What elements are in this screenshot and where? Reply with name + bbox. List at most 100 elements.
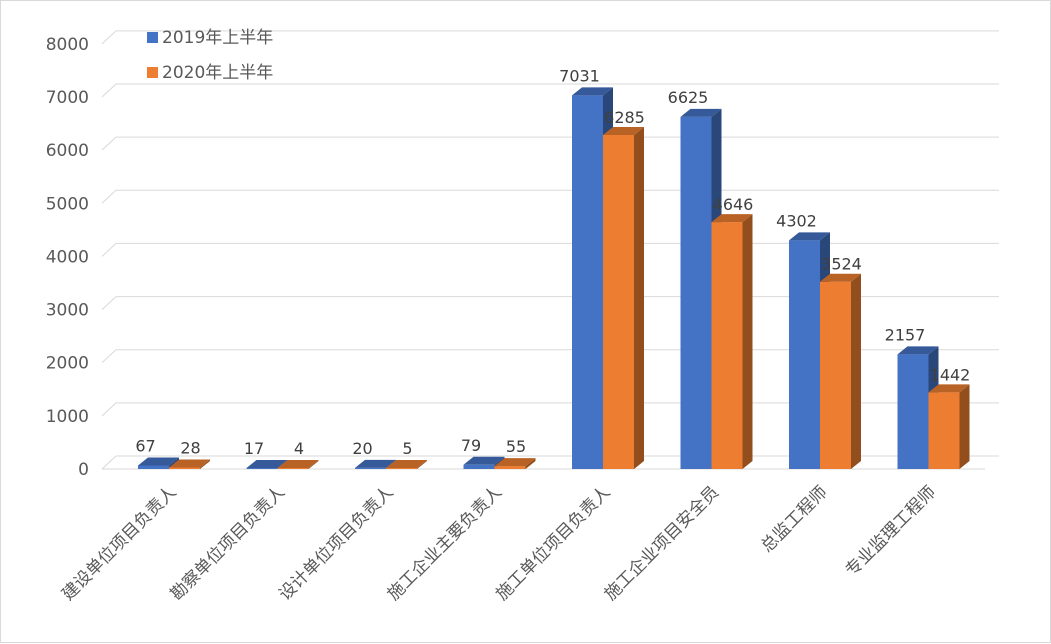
data-label: 20 [352, 439, 372, 458]
bar-front [138, 465, 169, 469]
data-label: 4 [294, 439, 304, 458]
x-tick-label: 勘察单位项目负责人 [167, 482, 289, 604]
y-tick-label: 3000 [46, 301, 89, 321]
bar [169, 459, 210, 469]
bar-side [634, 126, 644, 470]
x-tick-label: 建设单位项目负责人 [58, 482, 180, 604]
bar-front [355, 467, 386, 469]
bar-top [820, 273, 861, 282]
bar-front [463, 464, 495, 469]
gridline-side [101, 189, 117, 204]
data-label: 1442 [930, 365, 971, 384]
y-tick-label: 6000 [46, 141, 89, 161]
x-tick-label: 施工企业主要负责人 [384, 482, 506, 604]
gridline-side [101, 83, 117, 98]
gridline-side [101, 136, 117, 151]
gridline-side [101, 349, 117, 364]
legend-swatch [147, 32, 158, 43]
bar-top [711, 214, 753, 223]
bar-top [169, 459, 210, 468]
gridline-side [101, 455, 117, 470]
bar-top [897, 346, 939, 355]
x-axis-categories: 建设单位项目负责人勘察单位项目负责人设计单位项目负责人施工企业主要负责人施工单位… [58, 482, 940, 604]
gridline-side [101, 30, 117, 45]
data-label: 7031 [559, 66, 600, 85]
bar [928, 384, 970, 469]
data-labels: 67 28 17 4 20 5 79 55 7031 6285 6625 4646 4302 3524 21… [135, 66, 970, 458]
bar-top [680, 108, 722, 117]
x-tick-label: 施工单位项目负责人 [492, 482, 614, 604]
bar-top [386, 460, 427, 468]
bar [494, 458, 536, 469]
gridline-side [101, 402, 117, 417]
bar-front [169, 467, 200, 469]
bar-side [200, 459, 210, 469]
y-tick-label: 7000 [46, 88, 89, 108]
bar-front [711, 222, 743, 469]
y-tick-label: 4000 [46, 247, 89, 267]
data-label: 79 [461, 436, 481, 455]
bar-front [680, 116, 712, 469]
bar-top [355, 459, 396, 468]
bar-top [463, 456, 505, 465]
bar-side [525, 458, 536, 469]
x-tick-label: 设计单位项目负责人 [275, 482, 397, 604]
bar-front [789, 240, 820, 469]
bar-side [742, 214, 753, 469]
data-label: 55 [506, 437, 526, 456]
gridline-side [101, 243, 117, 257]
data-label: 6285 [604, 108, 645, 127]
y-tick-label: 5000 [46, 194, 89, 214]
bar [386, 460, 427, 469]
data-label: 4646 [713, 195, 754, 214]
bar [277, 460, 319, 469]
bar-top [138, 457, 179, 466]
x-tick-label: 专业监理工程师 [842, 482, 940, 580]
x-tick-label: 施工企业项目安全员 [601, 482, 723, 604]
data-label: 28 [180, 439, 200, 458]
data-label: 5 [402, 439, 412, 458]
data-label: 2157 [885, 325, 926, 344]
legend-label: 2020年上半年 [162, 63, 273, 83]
bar-front [277, 468, 309, 469]
data-label: 4302 [776, 211, 817, 230]
y-tick-label: 8000 [46, 35, 89, 55]
y-tick-label: 2000 [46, 354, 89, 374]
bar-front [494, 466, 526, 469]
bar-front [603, 134, 634, 470]
data-label: 17 [244, 439, 264, 458]
bar-top [277, 460, 319, 468]
legend-label: 2019年上半年 [162, 28, 273, 48]
bar [603, 126, 644, 470]
gridline-side [101, 296, 117, 310]
legend-swatch [147, 67, 158, 78]
bar-front [386, 468, 417, 469]
legend: 2019年上半年 2020年上半年 [147, 28, 273, 83]
bar-top [246, 460, 288, 468]
gridlines [101, 30, 999, 470]
data-label: 67 [135, 436, 155, 455]
bar-front [897, 354, 929, 469]
bar-front [246, 468, 278, 469]
bar-top [603, 126, 644, 135]
bar [820, 273, 861, 469]
bar-top [572, 87, 613, 96]
bar-front [820, 281, 851, 469]
bar-side [417, 460, 427, 469]
x-tick-label: 总监工程师 [757, 482, 831, 556]
bar-top [494, 458, 536, 467]
bar-front [928, 392, 960, 469]
bar-top [789, 232, 830, 241]
data-label: 6625 [668, 88, 709, 107]
bar-side [851, 273, 861, 469]
bar-side [959, 384, 970, 469]
y-tick-label: 1000 [46, 407, 89, 427]
bar-top [928, 384, 970, 393]
y-tick-label: 0 [78, 460, 89, 480]
bar-front [572, 95, 603, 469]
data-label: 3524 [821, 255, 862, 274]
bars [138, 87, 970, 470]
bar [711, 214, 753, 469]
